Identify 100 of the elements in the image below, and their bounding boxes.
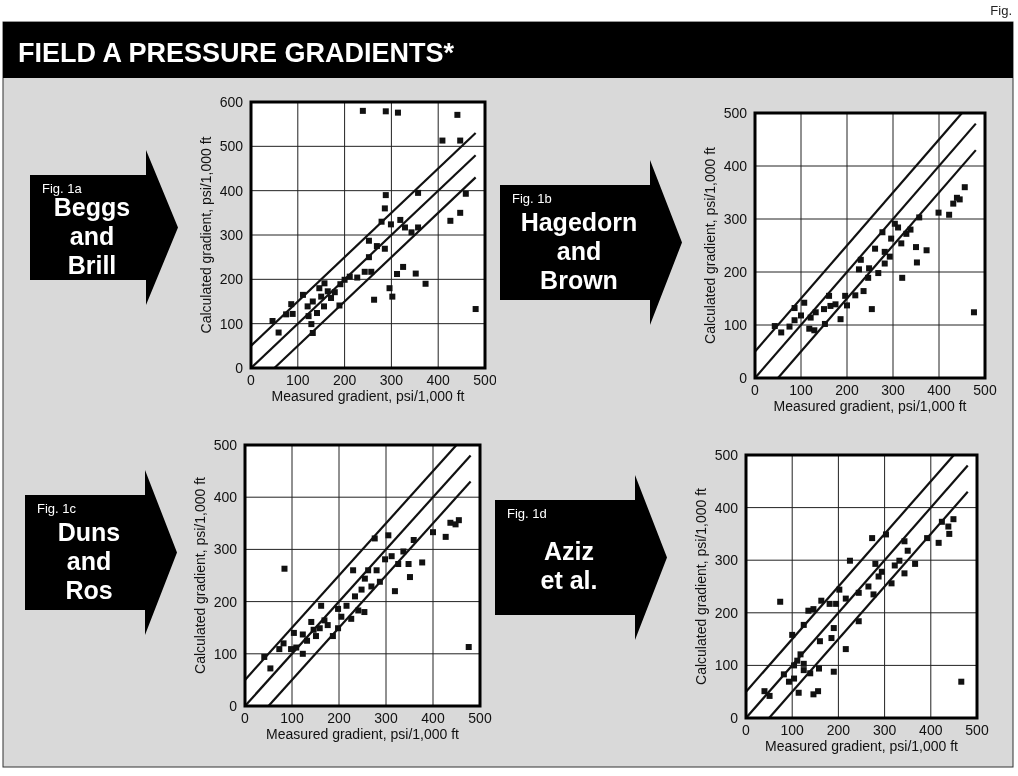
point <box>350 567 357 574</box>
y-tick-label: 100 <box>714 657 739 674</box>
point <box>816 665 822 672</box>
point <box>958 678 965 685</box>
y-axis-title: Calculated gradient, psi/1,000 ft <box>693 487 709 685</box>
point <box>335 605 342 612</box>
x-axis-title: Measured gradient, psi/1,000 ft <box>265 726 460 742</box>
caption: Fig. 1b <box>512 191 552 206</box>
point <box>818 597 825 604</box>
point <box>318 293 325 300</box>
point <box>381 245 388 252</box>
x-tick-label: 300 <box>374 710 398 726</box>
x-tick-label: 0 <box>751 382 760 398</box>
point <box>381 205 388 212</box>
point <box>351 593 358 600</box>
point <box>280 640 287 647</box>
y-tick-label: 0 <box>235 360 244 376</box>
y-tick-label: 400 <box>723 158 748 174</box>
point <box>899 274 906 281</box>
point <box>837 316 844 323</box>
point <box>791 317 798 324</box>
point <box>833 600 840 607</box>
point <box>361 268 368 275</box>
x-tick-label: 100 <box>789 382 813 398</box>
point <box>454 111 461 118</box>
point <box>373 567 380 574</box>
point <box>394 271 401 278</box>
point <box>777 598 784 605</box>
point <box>868 306 875 313</box>
point <box>901 570 908 577</box>
caption: Fig. 1c <box>37 501 77 516</box>
point <box>324 622 331 629</box>
point <box>761 688 768 695</box>
x-tick-label: 200 <box>332 372 357 388</box>
point <box>386 285 393 292</box>
point <box>388 553 395 560</box>
point <box>422 280 429 287</box>
point <box>946 211 953 218</box>
point <box>412 270 419 277</box>
point <box>313 310 320 317</box>
point <box>308 321 315 328</box>
text: Duns and Ros <box>57 517 121 604</box>
point <box>299 650 306 657</box>
point <box>387 221 394 228</box>
x-tick-label: 100 <box>286 372 310 388</box>
point <box>810 691 817 698</box>
point <box>811 327 818 334</box>
y-tick-label: 200 <box>714 604 739 621</box>
point <box>394 109 401 116</box>
text: Aziz et al. <box>540 537 598 594</box>
point <box>830 625 837 632</box>
point <box>312 633 319 640</box>
point <box>860 288 867 295</box>
point <box>904 547 911 554</box>
x-tick-label: 500 <box>965 722 989 738</box>
point <box>361 575 368 582</box>
point <box>826 600 833 607</box>
point <box>415 189 422 196</box>
x-tick-label: 400 <box>927 382 951 398</box>
point <box>842 646 849 653</box>
point <box>397 216 404 223</box>
point <box>354 274 361 281</box>
y-tick-label: 400 <box>714 499 739 516</box>
x-axis-title: Measured gradient, psi/1,000 ft <box>773 398 967 414</box>
point <box>328 294 335 301</box>
point <box>923 247 930 254</box>
y-tick-label: 400 <box>213 489 238 506</box>
point <box>855 266 862 273</box>
point <box>815 688 822 695</box>
y-tick-label: 200 <box>723 264 748 280</box>
point <box>276 646 283 653</box>
point <box>778 329 785 336</box>
point <box>343 602 350 609</box>
x-tick-label: 400 <box>421 710 445 726</box>
point <box>816 638 823 645</box>
point <box>267 665 274 672</box>
caption: Fig. 1d <box>507 506 547 521</box>
point <box>304 303 311 310</box>
point <box>275 329 282 336</box>
point <box>896 557 903 564</box>
text: Hagedorn and Brown <box>520 207 638 294</box>
point <box>415 224 422 231</box>
point <box>832 301 839 308</box>
point <box>798 312 804 319</box>
y-axis-title: Calculated gradient, psi/1,000 ft <box>192 476 208 674</box>
point <box>950 516 957 523</box>
point <box>886 253 893 260</box>
point <box>452 521 459 528</box>
point <box>821 306 827 313</box>
point <box>913 244 919 251</box>
x-tick-label: 200 <box>327 710 351 726</box>
y-tick-label: 100 <box>213 645 238 662</box>
point <box>408 229 415 236</box>
y-tick-label: 500 <box>213 437 238 453</box>
point <box>946 530 953 537</box>
x-tick-label: 200 <box>826 722 851 738</box>
point <box>791 675 798 682</box>
point <box>299 631 306 638</box>
point <box>401 224 408 231</box>
point <box>830 668 837 675</box>
